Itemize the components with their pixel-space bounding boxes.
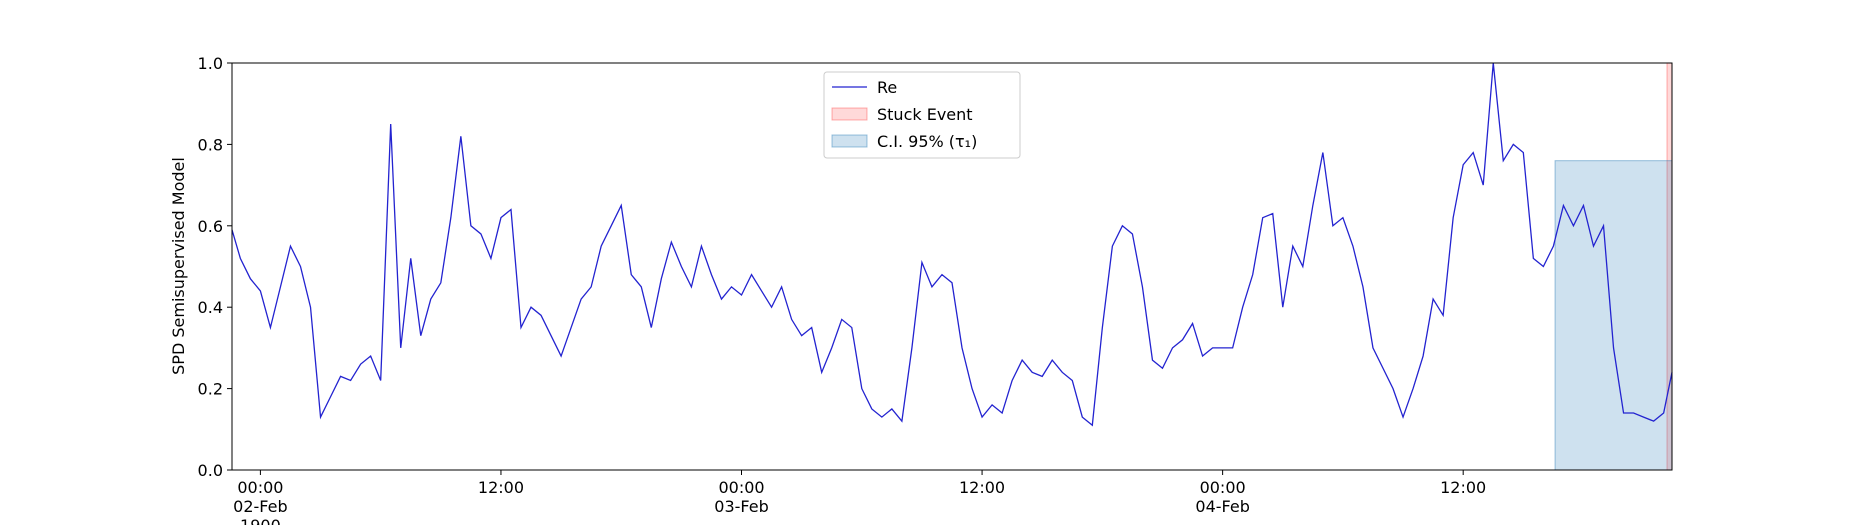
y-tick-label: 0.4 [198, 298, 223, 317]
y-tick-label: 0.6 [198, 217, 223, 236]
legend-swatch [831, 134, 868, 148]
plot-frame [231, 62, 1673, 471]
x-tick-label: 12:00 [1440, 478, 1486, 497]
legend-box [823, 71, 1021, 159]
legend-label: Stuck Event [877, 105, 973, 124]
y-tick-label: 0.0 [198, 461, 223, 480]
shaded-span [1554, 160, 1673, 471]
x-tick-label: 00:00 04-Feb [1195, 478, 1249, 516]
x-tick-label: 12:00 [478, 478, 524, 497]
x-tick-label: 00:00 03-Feb [714, 478, 768, 516]
x-tick-label: 12:00 [959, 478, 1005, 497]
y-tick-label: 0.8 [198, 135, 223, 154]
y-tick-label: 0.2 [198, 380, 223, 399]
legend-label: C.I. 95% (τ₁) [877, 132, 977, 151]
legend-swatch [831, 107, 868, 121]
legend-label: Re [877, 78, 897, 97]
data-line [231, 62, 1673, 427]
y-tick-label: 1.0 [198, 54, 223, 73]
y-axis-label: SPD Semisupervised Model [169, 157, 188, 375]
